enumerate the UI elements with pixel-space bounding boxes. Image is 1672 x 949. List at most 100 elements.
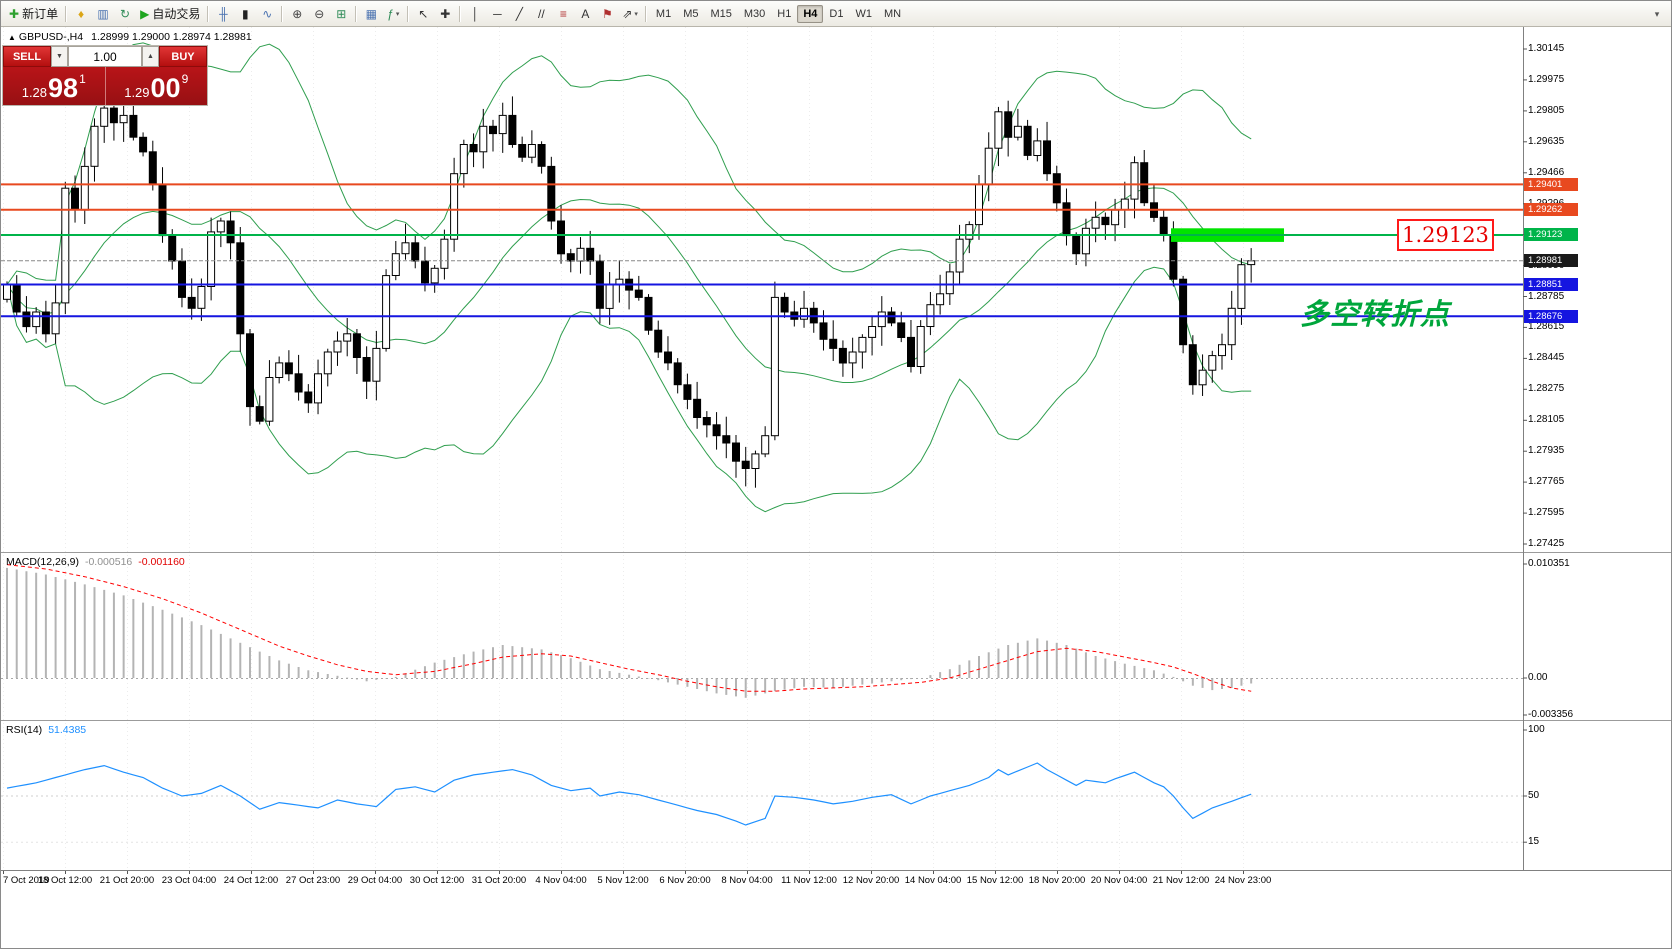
bars-mode-button[interactable]: ╫ <box>213 4 233 24</box>
volume-decrease-button[interactable]: ▼ <box>51 46 68 67</box>
trendline-button[interactable]: ╱ <box>509 4 529 24</box>
bars-mode-icon: ╫ <box>219 6 228 21</box>
macd-signal-value: -0.001160 <box>138 556 185 568</box>
ohlc-values: 1.28999 1.29000 1.28974 1.28981 <box>91 31 252 43</box>
timeframe-m30-button[interactable]: M30 <box>738 5 771 23</box>
ask-price[interactable]: 1.29 00 9 <box>106 67 208 105</box>
bollinger-bands <box>6 42 1252 513</box>
toolbar-separator <box>65 5 68 22</box>
toolbar-separator <box>407 5 410 22</box>
arrows-button[interactable]: ⇗ ▾ <box>619 4 641 24</box>
horizontal-line-icon: ─ <box>493 6 502 21</box>
quote-bar: ▲ GBPUSD-,H4 1.28999 1.29000 1.28974 1.289… <box>8 31 252 43</box>
timeframe-mn-button[interactable]: MN <box>878 5 907 23</box>
rsi-title: RSI(14) <box>6 724 43 736</box>
timeframe-h1-button[interactable]: H1 <box>771 5 797 23</box>
candlesticks <box>3 93 1256 488</box>
toolbar-separator <box>644 5 647 22</box>
candles-mode-button[interactable]: ▮ <box>235 4 255 24</box>
rsi-indicator-label: RSI(14) 51.4385 <box>6 724 86 736</box>
crosshair-button[interactable]: ✚ <box>435 4 455 24</box>
cycle-charts-button[interactable]: ↻ <box>115 4 135 24</box>
zoom-in-icon: ⊕ <box>292 6 303 21</box>
timeframe-w1-button[interactable]: W1 <box>849 5 878 23</box>
line-mode-icon: ∿ <box>262 6 273 21</box>
text-button[interactable]: A <box>575 4 595 24</box>
favorites-icon: ♦ <box>78 6 85 21</box>
templates-button[interactable]: ▦ <box>361 4 381 24</box>
timeframe-m1-button[interactable]: M1 <box>650 5 677 23</box>
one-click-trading-panel: SELL ▼ ▲ BUY 1.28 98 1 1.29 00 9 <box>3 46 207 105</box>
macd-title: MACD(12,26,9) <box>6 556 79 568</box>
timeframe-m15-button[interactable]: M15 <box>704 5 737 23</box>
zoom-out-icon: ⊖ <box>314 6 325 21</box>
cursor-icon: ↖ <box>418 6 429 21</box>
volume-increase-button[interactable]: ▲ <box>142 46 159 67</box>
horizontal-line-button[interactable]: ─ <box>487 4 507 24</box>
channel-icon: // <box>537 6 545 21</box>
macd-main-value: -0.000516 <box>84 556 133 568</box>
timeframe-m5-button[interactable]: M5 <box>677 5 704 23</box>
tile-windows-button[interactable]: ⊞ <box>331 4 351 24</box>
bid-big-digits: 98 <box>48 73 79 104</box>
bid-pip-digit: 1 <box>79 72 86 86</box>
rsi-value: 51.4385 <box>48 724 87 736</box>
fibonacci-icon: ≡ <box>559 6 567 21</box>
bid-ask-display: 1.28 98 1 1.29 00 9 <box>3 67 207 105</box>
trade-panel-controls: SELL ▼ ▲ BUY <box>3 46 207 67</box>
text-icon: A <box>581 6 590 21</box>
candles-mode-icon: ▮ <box>242 6 249 21</box>
macd-histogram <box>6 567 1253 698</box>
timeframe-d1-button[interactable]: D1 <box>823 5 849 23</box>
ask-prefix: 1.29 <box>124 84 150 100</box>
chevron-down-icon: ▾ <box>395 10 400 18</box>
autotrading-button[interactable]: ▶ 自动交易 <box>137 4 203 24</box>
label-icon: ⚑ <box>601 6 613 21</box>
market-watch-button[interactable]: ▥ <box>93 4 113 24</box>
market-watch-icon: ▥ <box>97 6 109 21</box>
toolbar-separator <box>207 5 210 22</box>
zoom-out-button[interactable]: ⊖ <box>309 4 329 24</box>
macd-indicator-label: MACD(12,26,9) -0.000516 -0.001160 <box>6 556 185 568</box>
sell-button[interactable]: SELL <box>3 46 51 67</box>
indicators-button[interactable]: ƒ ▾ <box>383 4 403 24</box>
tile-windows-icon: ⊞ <box>336 6 347 21</box>
toolbar-separator <box>355 5 358 22</box>
rsi-line <box>6 762 1252 826</box>
zoom-in-button[interactable]: ⊕ <box>287 4 307 24</box>
turning-point-annotation[interactable]: 多空转折点 <box>1300 297 1451 331</box>
ask-pip-digit: 9 <box>181 72 189 86</box>
toolbar-overflow-button[interactable]: ▾ <box>1649 6 1665 22</box>
new-order-button[interactable]: ✚ 新订单 <box>6 4 61 24</box>
vertical-line-icon: │ <box>471 6 480 21</box>
toolbar: ✚ 新订单 ♦ ▥ ↻ ▶ 自动交易 ╫ ▮ ∿ ⊕ ⊖ ⊞ ▦ ƒ ▾ ↖ ✚ │ ─ ╱//≡ A ⚑ ⇗ ▾ M1 M5 M15… <box>1 1 1671 27</box>
cycle-charts-icon: ↻ <box>120 6 131 21</box>
vertical-line-button[interactable]: │ <box>465 4 485 24</box>
label-button[interactable]: ⚑ <box>597 4 617 24</box>
bid-prefix: 1.28 <box>21 84 48 100</box>
new-order-icon: ✚ <box>9 6 20 21</box>
buy-button[interactable]: BUY <box>159 46 207 67</box>
templates-icon: ▦ <box>365 6 377 21</box>
volume-input[interactable] <box>68 46 142 67</box>
channel-button[interactable]: // <box>531 4 551 24</box>
line-mode-button[interactable]: ∿ <box>257 4 277 24</box>
macd-signal-line <box>6 564 1252 692</box>
uptick-triangle-icon: ▲ <box>8 33 16 42</box>
cursor-button[interactable]: ↖ <box>413 4 433 24</box>
toolbar-separator <box>459 5 462 22</box>
autotrading-button-label: 自动交易 <box>152 7 201 21</box>
price-callout-box[interactable]: 1.29123 <box>1397 219 1494 251</box>
arrows-icon: ⇗ <box>622 6 633 21</box>
timeframe-h4-button[interactable]: H4 <box>797 4 824 23</box>
favorites-button[interactable]: ♦ <box>71 4 91 24</box>
trendline-icon: ╱ <box>515 6 523 21</box>
bid-price[interactable]: 1.28 98 1 <box>3 67 106 105</box>
chevron-down-icon: ▾ <box>634 10 638 18</box>
new-order-button-label: 新订单 <box>22 7 59 21</box>
ask-big-digits: 00 <box>150 73 181 104</box>
toolbar-separator <box>281 5 284 22</box>
fibonacci-button[interactable]: ≡ <box>553 4 573 24</box>
